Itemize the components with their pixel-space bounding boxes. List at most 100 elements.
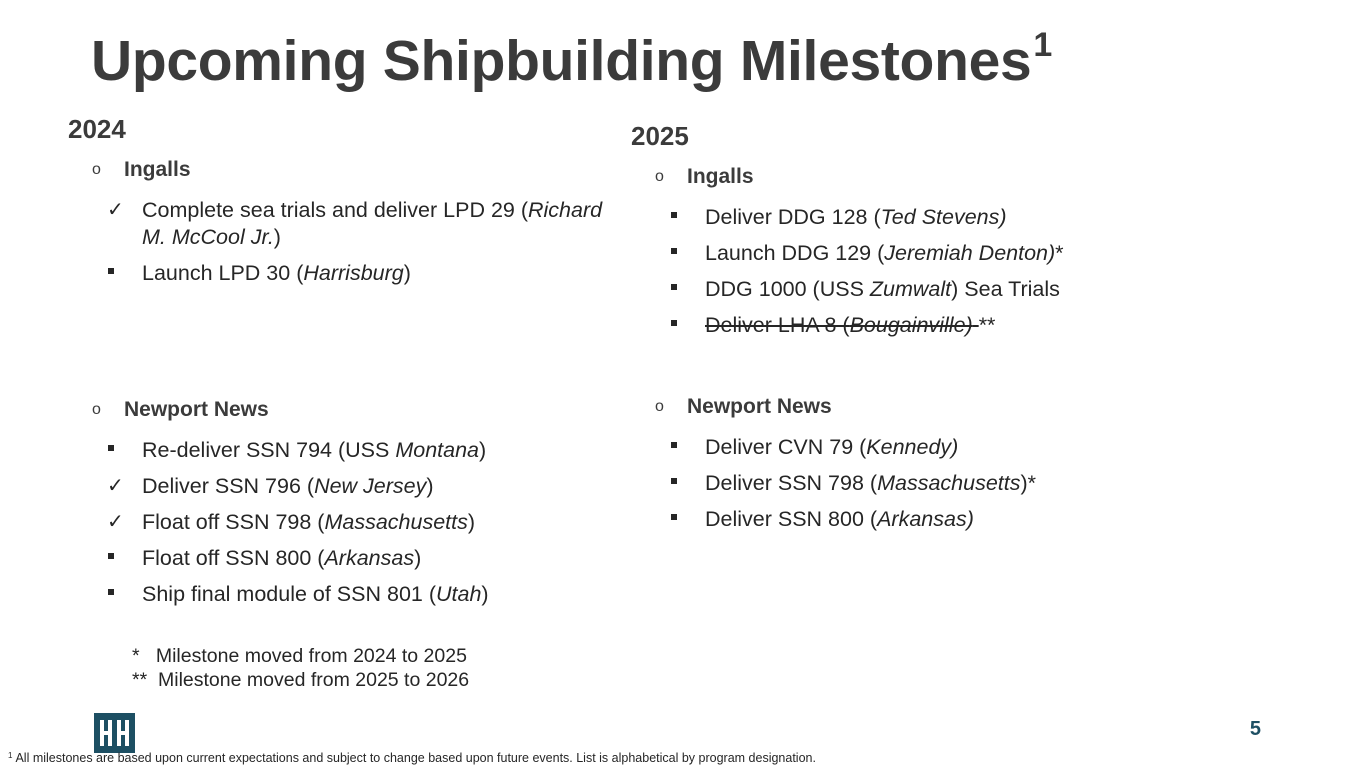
circle-bullet-icon: o <box>92 161 101 178</box>
milestone-notes: * Milestone moved from 2024 to 2025 ** M… <box>132 644 469 692</box>
square-bullet-icon <box>670 276 705 303</box>
milestone-text: Launch DDG 129 (Jeremiah Denton)* <box>705 240 1255 267</box>
group-2025-ingalls: o Ingalls Deliver DDG 128 (Ted Stevens) L… <box>655 159 1255 339</box>
milestone-list: Deliver DDG 128 (Ted Stevens) Launch DDG … <box>655 204 1255 339</box>
group-title: Ingalls <box>124 158 191 181</box>
milestone-item: Re-deliver SSN 794 (USS Montana) <box>92 437 612 464</box>
group-title: Ingalls <box>687 165 754 188</box>
milestone-text: Deliver LHA 8 (Bougainville) ** <box>705 312 1255 339</box>
milestone-text-part: Massachusetts <box>877 471 1021 495</box>
year-heading-2025: 2025 <box>631 121 689 151</box>
milestone-text-part: Arkansas) <box>877 507 974 531</box>
milestone-item: Deliver CVN 79 (Kennedy) <box>655 434 1255 461</box>
milestone-text-part: ) <box>426 474 434 498</box>
milestone-text: Float off SSN 800 (Arkansas) <box>142 545 612 572</box>
milestone-text-part: Deliver LHA 8 ( <box>705 313 850 337</box>
milestone-text-part: ) <box>414 546 422 570</box>
square-bullet-icon <box>107 260 142 287</box>
square-bullet-icon <box>107 437 142 464</box>
title-footnote-mark: 1 <box>1033 26 1053 64</box>
check-icon: ✓ <box>107 475 124 497</box>
milestone-text-part: ) <box>403 261 411 285</box>
check-icon: ✓ <box>107 199 124 221</box>
milestone-text-part: Launch DDG 129 ( <box>705 241 885 265</box>
square-bullet-icon <box>670 506 705 533</box>
milestone-item: Deliver SSN 800 (Arkansas) <box>655 506 1255 533</box>
group-heading: o Ingalls <box>655 159 1255 195</box>
milestone-item: ✓ Deliver SSN 796 (New Jersey) <box>92 473 612 500</box>
milestone-text: Deliver SSN 798 (Massachusetts)* <box>705 470 1255 497</box>
milestone-list: ✓ Complete sea trials and deliver LPD 29 … <box>92 197 612 287</box>
milestone-text-part: Utah <box>436 582 482 606</box>
milestone-text-part: Massachusetts <box>324 510 468 534</box>
milestone-text-part: New Jersey <box>314 474 427 498</box>
square-bullet-icon <box>670 240 705 267</box>
milestone-text-part: Richard M. McCool Jr. <box>142 198 603 249</box>
group-heading: o Newport News <box>92 392 612 428</box>
milestone-text: Deliver DDG 128 (Ted Stevens) <box>705 204 1255 231</box>
circle-bullet-icon: o <box>655 398 664 415</box>
milestone-item: Float off SSN 800 (Arkansas) <box>92 545 612 572</box>
milestone-text: Deliver CVN 79 (Kennedy) <box>705 434 1255 461</box>
milestone-text-part: ) <box>479 438 487 462</box>
square-bullet-icon <box>670 312 705 339</box>
group-2025-newport-news: o Newport News Deliver CVN 79 (Kennedy) D… <box>655 389 1255 533</box>
milestone-text-part: * <box>1055 241 1064 265</box>
milestone-text: DDG 1000 (USS Zumwalt) Sea Trials <box>705 276 1255 303</box>
square-bullet-icon <box>670 204 705 231</box>
milestone-list: Deliver CVN 79 (Kennedy) Deliver SSN 798 … <box>655 434 1255 533</box>
group-heading: o Ingalls <box>92 152 612 188</box>
milestone-text: Deliver SSN 800 (Arkansas) <box>705 506 1255 533</box>
milestone-item: Deliver LHA 8 (Bougainville) ** <box>655 312 1255 339</box>
footnote: 1 All milestones are based upon current e… <box>8 751 816 765</box>
check-icon: ✓ <box>107 511 124 533</box>
milestone-item: Launch DDG 129 (Jeremiah Denton)* <box>655 240 1255 267</box>
milestone-text-part: Deliver SSN 800 ( <box>705 507 878 531</box>
milestone-text-part: Ship final module of SSN 801 ( <box>142 582 436 606</box>
milestone-text-part: Float off SSN 800 ( <box>142 546 325 570</box>
milestone-text-part: Ted Stevens) <box>880 205 1007 229</box>
milestone-text: Float off SSN 798 (Massachusetts) <box>142 509 612 536</box>
footnote-text: All milestones are based upon current ex… <box>15 751 816 765</box>
year-heading-2024: 2024 <box>68 114 126 144</box>
milestone-text-part: Kennedy) <box>866 435 959 459</box>
page-title: Upcoming Shipbuilding Milestones1 <box>91 26 1052 94</box>
milestone-item: Deliver SSN 798 (Massachusetts)* <box>655 470 1255 497</box>
milestone-text: Complete sea trials and deliver LPD 29 (… <box>142 197 612 251</box>
milestone-text-part: Deliver SSN 796 ( <box>142 474 315 498</box>
milestone-text-part: Deliver DDG 128 ( <box>705 205 881 229</box>
note-line: * Milestone moved from 2024 to 2025 <box>132 645 467 667</box>
group-title: Newport News <box>687 395 832 418</box>
group-heading: o Newport News <box>655 389 1255 425</box>
milestone-text-part: Arkansas <box>324 546 415 570</box>
square-bullet-icon <box>670 470 705 497</box>
circle-bullet-icon: o <box>92 401 101 418</box>
milestone-text-part: Harrisburg <box>303 261 404 285</box>
milestone-text-part: Montana <box>395 438 479 462</box>
milestone-item: Ship final module of SSN 801 (Utah) <box>92 581 612 608</box>
milestone-text-part: Zumwalt <box>869 277 952 301</box>
milestone-item: ✓ Complete sea trials and deliver LPD 29 … <box>92 197 612 251</box>
circle-bullet-icon: o <box>655 168 664 185</box>
milestone-text: Launch LPD 30 (Harrisburg) <box>142 260 612 287</box>
milestone-text-part: ) <box>273 225 281 249</box>
milestone-list: Re-deliver SSN 794 (USS Montana) ✓ Deliver… <box>92 437 612 608</box>
milestone-item: Launch LPD 30 (Harrisburg) <box>92 260 612 287</box>
group-title: Newport News <box>124 398 269 421</box>
milestone-item: DDG 1000 (USS Zumwalt) Sea Trials <box>655 276 1255 303</box>
milestone-text-part: Float off SSN 798 ( <box>142 510 325 534</box>
footnote-mark: 1 <box>8 751 13 760</box>
hii-logo-icon <box>94 713 135 753</box>
logo-graphic <box>94 713 135 753</box>
milestone-text-part: Deliver SSN 798 ( <box>705 471 878 495</box>
milestone-text-part: DDG 1000 (USS <box>705 277 870 301</box>
note-line: ** Milestone moved from 2025 to 2026 <box>132 669 470 691</box>
milestone-text-part: Jeremiah Denton) <box>884 241 1056 265</box>
milestone-text-part: Re-deliver SSN 794 (USS <box>142 438 396 462</box>
milestone-item: ✓ Float off SSN 798 (Massachusetts) <box>92 509 612 536</box>
square-bullet-icon <box>107 545 142 572</box>
milestone-text-part: Launch LPD 30 ( <box>142 261 304 285</box>
milestone-text-part: ) <box>481 582 489 606</box>
milestone-text-part: )* <box>1020 471 1037 495</box>
milestone-item: Deliver DDG 128 (Ted Stevens) <box>655 204 1255 231</box>
